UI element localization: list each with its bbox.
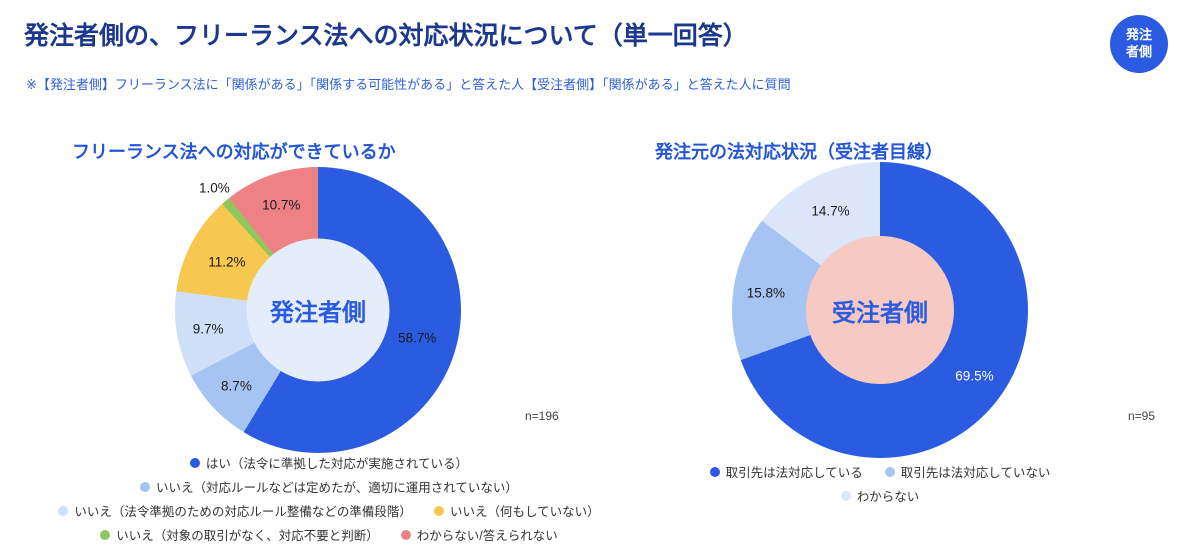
legend-label: 取引先は法対応している [725, 466, 863, 480]
legend-label: いいえ（法令準拠のための対応ルール整備などの準備段階） [74, 505, 412, 519]
legend-label: わからない/答えられない [416, 529, 558, 543]
legend-item: はい（法令に準拠した対応が実施されている） [189, 453, 469, 472]
legend-item: いいえ（法令準拠のための対応ルール整備などの準備段階） [58, 501, 412, 520]
slice-percent-label: 9.7% [192, 321, 224, 337]
left-legend: はい（法令に準拠した対応が実施されている） いいえ（対応ルールなどは定めたが、適切… [36, 453, 622, 544]
slice-percent-label: 14.7% [811, 203, 850, 219]
legend-item: 取引先は法対応していない [884, 462, 1051, 481]
badge-line1: 発注 [1125, 27, 1152, 43]
slice-percent-label: 15.8% [746, 285, 785, 301]
legend-label: いいえ（何もしていない） [449, 505, 600, 519]
left-donut-chart: 発注者側 58.7% 8.7% 9.7% 11.2% 1.0% 10.7% [175, 167, 461, 453]
legend-label: 取引先は法対応していない [900, 466, 1051, 480]
left-chart-title: フリーランス法への対応ができているか [72, 142, 396, 162]
legend-item: わからない/答えられない [400, 525, 558, 544]
orderer-badge: 発注 者側 [1110, 15, 1168, 73]
legend-dot-icon [884, 466, 895, 477]
right-legend: 取引先は法対応している 取引先は法対応していないわからない [664, 462, 1096, 505]
legend-dot-icon [400, 529, 411, 540]
right-center-label: 受注者側 [832, 299, 928, 327]
right-donut-center: 受注者側 [806, 236, 954, 384]
legend-dot-icon [140, 481, 151, 492]
right-donut-chart: 受注者側 69.5% 15.8% 14.7% [732, 162, 1028, 458]
legend-dot-icon [840, 490, 851, 501]
legend-dot-icon [58, 505, 69, 516]
badge-line2: 者側 [1125, 44, 1152, 59]
legend-item: わからない [840, 486, 920, 505]
legend-label: はい（法令に準拠した対応が実施されている） [205, 457, 469, 471]
legend-item: 取引先は法対応している [709, 462, 863, 481]
legend-label: いいえ（対象の取引がなく、対応不要と判断） [116, 529, 379, 543]
slice-percent-label: 69.5% [955, 368, 994, 384]
right-sample-size: n=95 [1128, 409, 1156, 423]
legend-item: いいえ（何もしていない） [433, 501, 600, 520]
legend-item: いいえ（対応ルールなどは定めたが、適切に運用されていない） [140, 477, 518, 496]
left-sample-size: n=196 [525, 409, 559, 423]
legend-label: いいえ（対応ルールなどは定めたが、適切に運用されていない） [156, 481, 518, 495]
slice-percent-label: 1.0% [198, 180, 230, 196]
left-center-label: 発注者側 [270, 299, 366, 327]
legend-dot-icon [433, 505, 444, 516]
legend-dot-icon [189, 457, 200, 468]
legend-label: わからない [856, 490, 920, 504]
left-donut-center: 発注者側 [246, 238, 390, 382]
slice-percent-label: 10.7% [262, 197, 301, 213]
header-note: ※【発注者側】フリーランス法に「関係がある」「関係する可能性がある」と答えた人【… [26, 77, 791, 92]
legend-dot-icon [100, 529, 111, 540]
slice-percent-label: 58.7% [397, 330, 437, 346]
slice-percent-label: 11.2% [208, 254, 246, 270]
legend-dot-icon [709, 466, 720, 477]
slice-percent-label: 8.7% [221, 378, 252, 394]
page-title: 発注者側の、フリーランス法への対応状況について（単一回答） [24, 22, 748, 50]
right-chart-title: 発注元の法対応状況（受注者目線） [655, 142, 943, 162]
legend-item: いいえ（対象の取引がなく、対応不要と判断） [100, 525, 379, 544]
